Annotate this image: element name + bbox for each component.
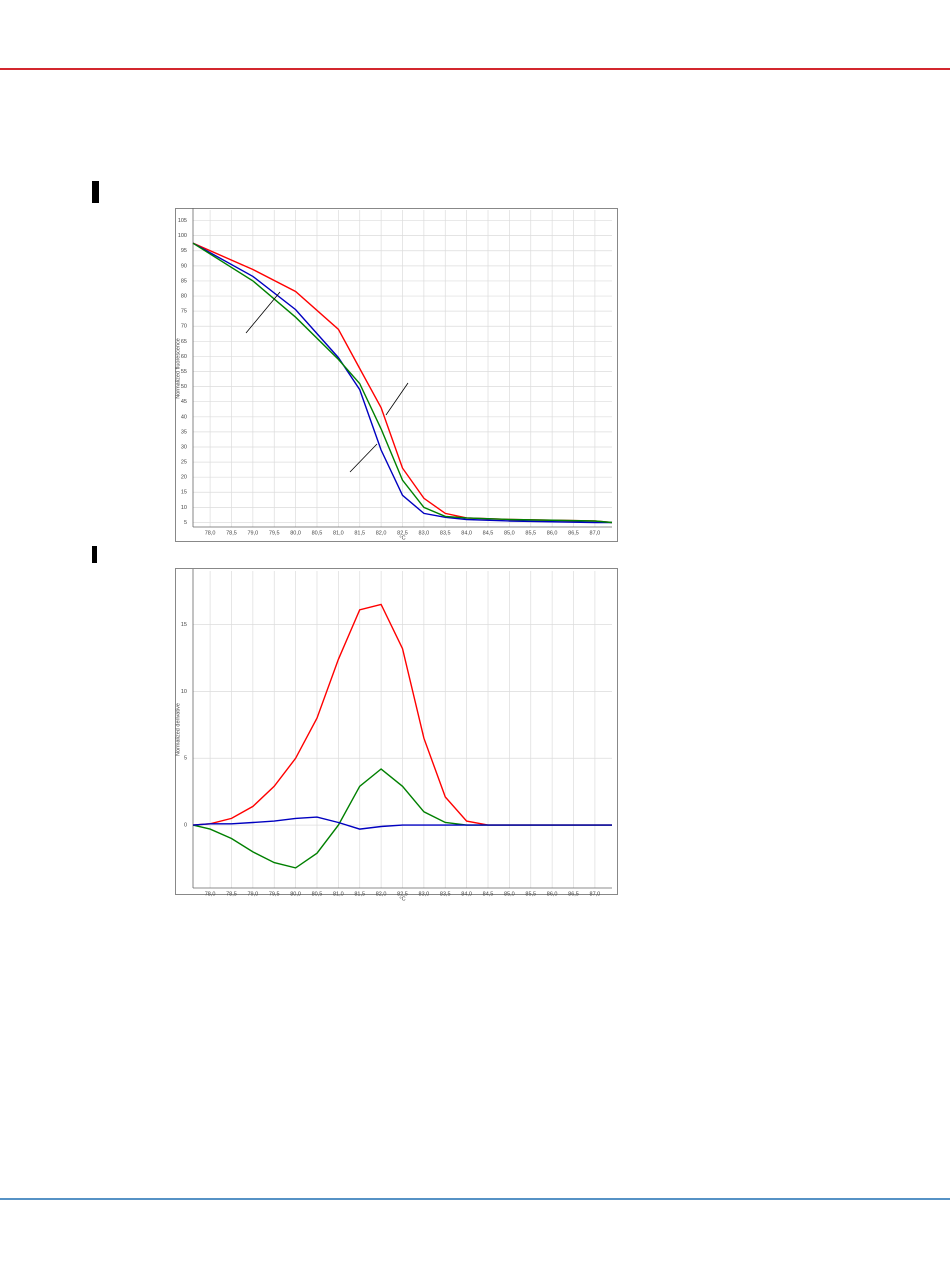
- y-tick-label: 65: [181, 339, 187, 345]
- chart: 5 10 15 20 25 30 35 40 45 50 55 60 65 70 75 80 85 90 95 100…: [175, 208, 613, 541]
- x-tick-label: 84,5: [483, 891, 494, 897]
- x-tick-label: 83,5: [440, 530, 451, 536]
- y-tick-label: 25: [181, 460, 187, 466]
- y-tick-label: 45: [181, 399, 187, 405]
- y-tick-label: 20: [181, 475, 187, 481]
- x-tick-label: 85,5: [525, 530, 536, 536]
- chart: 0 5 10 15 78,0 78,5 79,0 79,5 80,0 80,5 81,0 81,5 82…: [175, 569, 612, 902]
- x-tick-label: 84,0: [461, 530, 472, 536]
- y-tick-label: 50: [181, 384, 187, 390]
- x-tick-label: 82,5: [397, 891, 408, 897]
- panel-marker: [92, 546, 97, 563]
- y-tick-label: 35: [181, 429, 187, 435]
- y-tick-label: 100: [178, 233, 187, 239]
- x-tick-label: 78,5: [226, 891, 237, 897]
- x-tick-label: 80,0: [290, 530, 301, 536]
- x-tick-label: 78,0: [205, 891, 216, 897]
- chart-frame: [175, 208, 618, 542]
- x-tick-label: 81,5: [354, 891, 365, 897]
- y-tick-label: 105: [178, 218, 187, 224]
- y-tick-label: 5: [184, 756, 187, 762]
- x-tick-label: 80,5: [312, 530, 323, 536]
- x-tick-label: 80,5: [312, 891, 323, 897]
- x-tick-label: 86,5: [568, 530, 579, 536]
- x-tick-label: 85,5: [525, 891, 536, 897]
- y-tick-label: 10: [181, 505, 187, 511]
- y-tick-label: 85: [181, 278, 187, 284]
- leader-line: [245, 291, 281, 334]
- x-tick-label: 84,0: [461, 891, 472, 897]
- x-tick-label: 82,0: [376, 891, 387, 897]
- data-line: [192, 242, 613, 524]
- y-tick-label: 10: [181, 689, 187, 695]
- y-tick-label: 40: [181, 414, 187, 420]
- y-tick-label: 80: [181, 293, 187, 299]
- x-tick-label: 78,0: [205, 530, 216, 536]
- x-tick-label: 79,0: [247, 891, 258, 897]
- leader-line: [349, 443, 378, 473]
- x-tick-label: 86,0: [547, 530, 558, 536]
- x-tick-label: 86,0: [547, 891, 558, 897]
- x-axis-title: °C: [399, 535, 405, 541]
- x-tick-label: 79,5: [269, 891, 280, 897]
- y-tick-label: 15: [181, 490, 187, 496]
- x-tick-label: 87,0: [590, 891, 601, 897]
- annotations: [245, 291, 409, 473]
- x-tick-label: 85,0: [504, 891, 515, 897]
- data-line: [192, 242, 612, 524]
- x-tick-label: 83,5: [440, 891, 451, 897]
- data-line: [192, 816, 612, 830]
- y-tick-label: 70: [181, 324, 187, 330]
- y-tick-label: 90: [181, 263, 187, 269]
- y-tick-label: 0: [184, 823, 187, 829]
- y-tick-label: 15: [181, 622, 187, 628]
- x-tick-label: 82,0: [376, 530, 387, 536]
- x-tick-label: 82,5: [397, 530, 408, 536]
- x-tick-label: 78,5: [226, 530, 237, 536]
- x-tick-label: 86,5: [568, 891, 579, 897]
- x-tick-label: 81,0: [333, 530, 344, 536]
- x-tick-label: 83,0: [419, 891, 430, 897]
- x-tick-label: 85,0: [504, 530, 515, 536]
- y-tick-label: 55: [181, 369, 187, 375]
- x-tick-label: 80,0: [290, 891, 301, 897]
- y-axis-title: Normalized derivative: [175, 703, 181, 756]
- y-tick-label: 60: [181, 354, 187, 360]
- x-tick-label: 81,5: [354, 530, 365, 536]
- y-axis-title: Normalized fluorescence: [175, 338, 181, 399]
- y-tick-label: 95: [181, 248, 187, 254]
- y-tick-label: 5: [184, 520, 187, 526]
- x-tick-label: 79,0: [247, 530, 258, 536]
- x-tick-label: 87,0: [590, 530, 601, 536]
- x-tick-label: 83,0: [419, 530, 430, 536]
- x-tick-label: 84,5: [483, 530, 494, 536]
- x-tick-label: 79,5: [269, 530, 280, 536]
- x-axis-title: °C: [399, 896, 405, 902]
- x-tick-label: 81,0: [333, 891, 344, 897]
- chart-frame: [175, 568, 618, 895]
- y-tick-label: 30: [181, 444, 187, 450]
- y-tick-label: 75: [181, 309, 187, 315]
- leader-line: [385, 382, 409, 416]
- panel-marker: [92, 181, 99, 203]
